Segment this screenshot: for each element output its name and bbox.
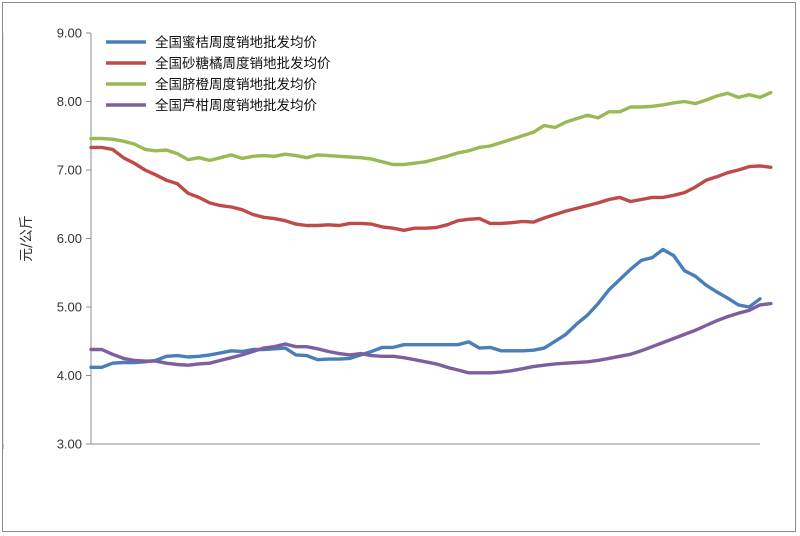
y-tick-label: 8.00 — [57, 94, 82, 109]
y-tick-label: 9.00 — [57, 26, 82, 41]
series-line-3 — [89, 90, 773, 167]
y-axis-label: 元/公斤 — [19, 215, 35, 262]
legend-label-1: 全国蜜桔周度销地批发均价 — [155, 34, 317, 51]
y-tick-label: 4.00 — [57, 368, 82, 383]
y-tick-label: 3.00 — [57, 437, 82, 452]
y-tick-label: 5.00 — [57, 300, 82, 315]
legend-label-4: 全国芦柑周度销地批发均价 — [155, 97, 317, 114]
series-line-4 — [89, 301, 773, 375]
legend-label-3: 全国脐橙周度销地批发均价 — [155, 76, 317, 93]
series-line-1 — [89, 247, 762, 369]
line-chart: 3.004.005.006.007.008.009.002020/12/2520… — [3, 26, 773, 452]
axes — [3, 32, 760, 449]
series-lines — [89, 90, 773, 375]
series-line-2 — [89, 145, 773, 232]
legend: 全国蜜桔周度销地批发均价全国砂糖橘周度销地批发均价全国脐橙周度销地批发均价全国芦… — [106, 34, 331, 114]
y-tick-label: 6.00 — [57, 231, 82, 246]
y-tick-label: 7.00 — [57, 163, 82, 178]
legend-label-2: 全国砂糖橘周度销地批发均价 — [155, 55, 331, 72]
tick-labels: 3.004.005.006.007.008.009.002020/12/2520… — [19, 26, 82, 452]
